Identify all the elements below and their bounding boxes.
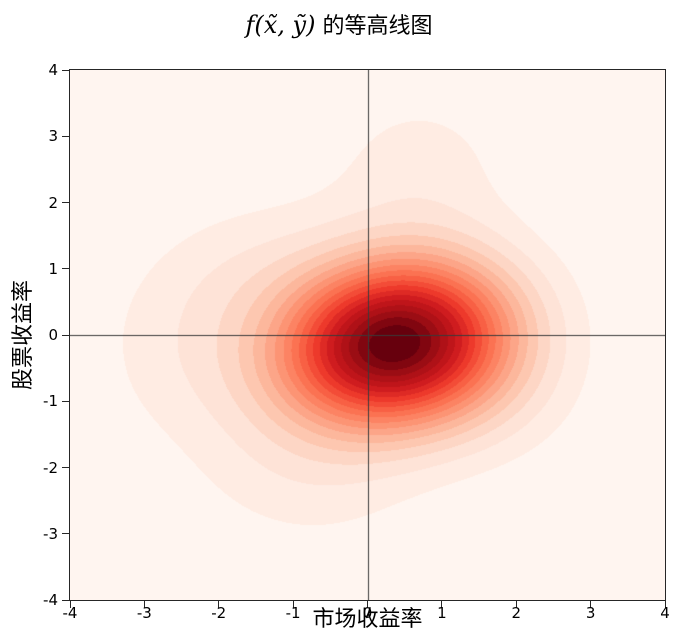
y-tick-mark <box>62 599 69 601</box>
chart-title: f(x̃, ỹ) 的等高线图 <box>0 8 678 40</box>
x-tick-mark <box>292 601 294 608</box>
x-tick-label: 3 <box>585 604 596 622</box>
y-tick-mark <box>62 202 69 203</box>
x-tick-mark <box>218 601 220 608</box>
x-tick-label: -2 <box>211 604 227 622</box>
y-tick-mark <box>62 135 69 137</box>
contour-plot-canvas <box>70 70 665 600</box>
y-tick-label: 3 <box>48 127 58 146</box>
y-tick-mark <box>62 268 69 270</box>
x-tick-label: -1 <box>285 604 301 622</box>
x-tick-label: -4 <box>62 604 78 622</box>
y-tick-label: -3 <box>43 524 58 543</box>
y-tick-label: 2 <box>48 193 58 212</box>
y-tick-mark <box>62 334 69 336</box>
x-tick-mark <box>590 601 592 608</box>
chart-title-text: 的等高线图 <box>315 14 433 39</box>
x-tick-mark <box>367 601 368 608</box>
y-tick-mark <box>62 400 69 402</box>
y-tick-label: 4 <box>48 61 58 79</box>
y-tick-label: -1 <box>43 392 58 411</box>
x-tick-label: 1 <box>437 604 447 622</box>
x-tick-label: 4 <box>660 604 670 622</box>
y-tick-mark <box>62 467 69 468</box>
x-tick-mark <box>143 601 145 608</box>
x-tick-mark <box>515 601 517 608</box>
y-tick-label: -2 <box>43 458 58 477</box>
y-tick-label: 0 <box>48 326 58 344</box>
chart-title-math: f(x̃, ỹ) <box>245 11 316 39</box>
y-tick-label: -4 <box>43 591 58 609</box>
y-tick-mark <box>62 533 69 535</box>
x-tick-mark <box>69 601 71 608</box>
y-tick-mark <box>62 69 69 71</box>
x-tick-label: 0 <box>362 604 373 622</box>
x-tick-mark <box>664 601 666 608</box>
x-tick-label: -3 <box>136 604 152 622</box>
plot-area <box>69 69 666 601</box>
x-axis-label: 市场收益率 <box>312 607 423 632</box>
x-tick-mark <box>441 601 443 608</box>
x-tick-label: 2 <box>511 604 522 622</box>
y-tick-label: 1 <box>48 259 58 278</box>
